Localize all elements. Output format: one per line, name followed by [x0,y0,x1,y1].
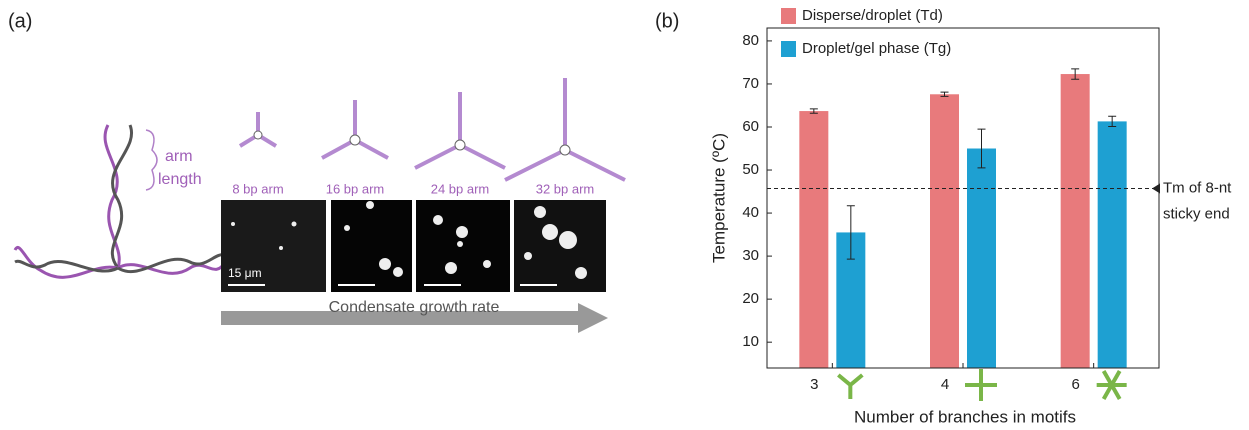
y-axis-label: Temperature (ºC) [709,133,728,263]
panel-label: (b) [655,10,679,32]
motif-icon [838,375,862,399]
motif-icon [1097,371,1127,399]
reference-label: Tm of 8-nt [1163,180,1232,197]
bar [967,149,996,368]
reference-label: sticky end [1163,206,1230,223]
x-tick-label: 3 [810,376,818,393]
y-tick-label: 20 [742,290,759,307]
x-tick-label: 6 [1071,376,1079,393]
arrow-label: Condensate growth rate [329,299,500,316]
y-tick-label: 10 [742,333,759,350]
arm-label: arm [165,148,193,165]
x-tick-label: 4 [941,376,949,393]
bar [1098,121,1127,368]
figure: (a) arm length 15 μm Condensate growth r… [0,0,1249,430]
micrographs [221,200,606,292]
arm-label: length [158,171,202,188]
y-tick-label: 60 [742,118,759,135]
legend-swatch [781,8,796,24]
arm-length-label: 16 bp arm [326,181,385,196]
y-tick-label: 40 [742,204,759,221]
y-tick-label: 30 [742,247,759,264]
legend-swatch [781,41,796,57]
scale-bar-label: 15 μm [228,266,262,280]
legend-label: Droplet/gel phase (Tg) [802,40,951,57]
motif-icons [240,78,625,180]
panel-label: (a) [8,10,32,32]
y-tick-label: 80 [742,32,759,49]
arm-length-label: 32 bp arm [536,181,595,196]
dna-motif [15,125,225,277]
bar [1061,74,1090,368]
y-tick-label: 50 [742,161,759,178]
legend-label: Disperse/droplet (Td) [802,7,943,24]
arm-length-label: 8 bp arm [232,181,283,196]
arm-length-label: 24 bp arm [431,181,490,196]
motif-icon [965,369,997,401]
bar [930,94,959,368]
x-axis-label: Number of branches in motifs [854,407,1076,426]
y-tick-label: 70 [742,75,759,92]
bar [799,111,828,368]
